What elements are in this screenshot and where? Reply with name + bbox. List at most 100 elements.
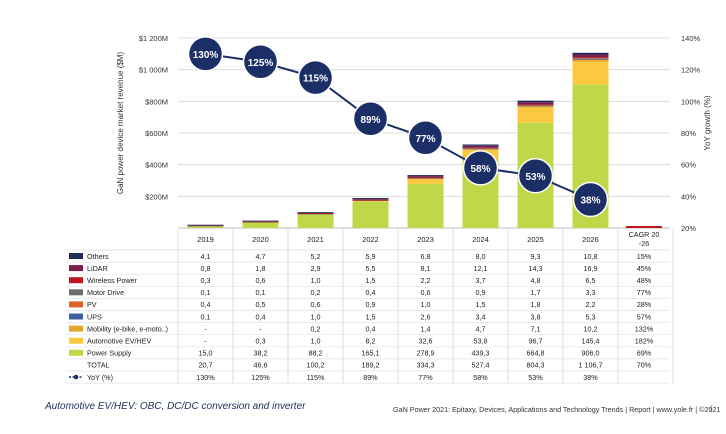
table-cell: 0,1 — [201, 288, 211, 297]
cagr-cell: 57% — [637, 312, 652, 321]
total-cell: 334,3 — [417, 361, 435, 370]
legend-label: Others — [87, 252, 109, 261]
table-cell: 0,3 — [256, 337, 266, 346]
table-cell: 906,0 — [582, 349, 600, 358]
table-cell: 3,4 — [476, 312, 486, 321]
table-cell: 5,2 — [311, 252, 321, 261]
bar-segment — [242, 221, 279, 222]
legend-swatch — [69, 253, 83, 259]
table-cell: 2,6 — [421, 312, 431, 321]
total-label: TOTAL — [87, 361, 110, 370]
table-cell: 0,2 — [311, 288, 321, 297]
bar-segment — [517, 100, 554, 103]
y-tick-label: $400M — [145, 161, 168, 170]
cagr-cell: 182% — [635, 337, 654, 346]
table-cell: 8,0 — [476, 252, 486, 261]
bar-segment — [297, 212, 334, 214]
y2-axis-title: YoY growth (%) — [703, 95, 712, 150]
bar-segment — [352, 198, 389, 199]
total-cell: 804,3 — [527, 361, 545, 370]
cagr-cell: 70% — [637, 361, 652, 370]
bar-segment — [517, 102, 554, 105]
bar-segment — [187, 225, 224, 228]
bar-segment — [517, 107, 554, 123]
yoy-cell: 77% — [418, 373, 433, 382]
table-cell: 4,1 — [201, 252, 211, 261]
table-cell: 0,4 — [366, 288, 376, 297]
bar-segment — [352, 198, 389, 200]
bar-segment — [572, 52, 609, 55]
bar-segment — [462, 145, 499, 148]
bar-segment — [572, 59, 609, 60]
table-cell: 1,0 — [311, 337, 321, 346]
table-cell: 9,3 — [531, 252, 541, 261]
legend-label: Wireless Power — [87, 276, 138, 285]
bar-segment — [352, 200, 389, 202]
table-cell: 8,2 — [366, 337, 376, 346]
bar-segment — [572, 58, 609, 59]
bar-segment — [462, 144, 499, 146]
bar-segment — [517, 105, 554, 106]
table-cell: 1,5 — [476, 300, 486, 309]
table-cell: 88,2 — [309, 349, 323, 358]
table-cell: 165,1 — [362, 349, 380, 358]
table-cell: 0,6 — [311, 300, 321, 309]
bar-segment — [407, 177, 444, 179]
bar-segment — [297, 212, 334, 213]
table-cell: 0,4 — [366, 324, 376, 333]
table-cell: 5,3 — [586, 312, 596, 321]
table-cell: 3,7 — [476, 276, 486, 285]
table-cell: 2,2 — [586, 300, 596, 309]
table-cell: - — [204, 324, 207, 333]
y-tick-label: $200M — [145, 192, 168, 201]
bar-segment — [407, 176, 444, 178]
x-tick-label: 2021 — [307, 235, 324, 244]
yoy-cell: 38% — [583, 373, 598, 382]
table-cell: 0,4 — [201, 300, 211, 309]
footer-separator: | — [710, 404, 713, 413]
table-cell: 0,2 — [311, 324, 321, 333]
legend-label: UPS — [87, 312, 102, 321]
bar-segment — [572, 59, 609, 62]
bar-segment — [462, 147, 499, 149]
table-cell: 1,8 — [531, 300, 541, 309]
table-cell: 0,9 — [366, 300, 376, 309]
table-cell: 5,5 — [366, 264, 376, 273]
yoy-cell: 58% — [473, 373, 488, 382]
cagr-cell: 15% — [637, 252, 652, 261]
table-cell: 6,5 — [586, 276, 596, 285]
yoy-point — [517, 158, 554, 194]
table-cell: 0,8 — [201, 264, 211, 273]
bar-segment — [407, 178, 444, 184]
bar-segment — [462, 149, 499, 150]
table-cell: 8,1 — [421, 264, 431, 273]
table-cell: 14,3 — [529, 264, 543, 273]
y-tick-label: $800M — [145, 97, 168, 106]
y2-tick-label: 80% — [681, 129, 696, 138]
legend-swatch — [69, 265, 83, 272]
table-cell: 12,1 — [474, 264, 488, 273]
total-cell: 100,2 — [307, 361, 325, 370]
table-cell: 0,6 — [256, 276, 266, 285]
table-cell: - — [259, 324, 262, 333]
table-cell: 10,8 — [584, 252, 598, 261]
table-cell: 2,9 — [311, 264, 321, 273]
table-cell: 664,8 — [527, 349, 545, 358]
footer-source: GaN Power 2021: Epitaxy, Devices, Applic… — [393, 405, 721, 414]
yoy-cell: 115% — [307, 373, 325, 382]
yoy-point-label: 115% — [303, 74, 328, 85]
x-tick-label: 2026 — [582, 235, 599, 244]
legend-label: YoY (%) — [87, 373, 113, 382]
cagr-header: CAGR 20 — [629, 230, 660, 239]
yoy-point-label: 58% — [470, 164, 490, 175]
table-cell: 6,8 — [421, 252, 431, 261]
legend-label: Motor Drive — [87, 288, 124, 297]
y-tick-label: $1 000M — [139, 66, 168, 75]
table-cell: 3,3 — [586, 288, 596, 297]
bar-segment — [297, 214, 334, 228]
cagr-bar — [626, 226, 662, 228]
yoy-point — [462, 150, 499, 186]
cagr-cell: 28% — [637, 300, 652, 309]
yoy-point-label: 125% — [248, 58, 274, 69]
bar-segment — [572, 58, 609, 60]
